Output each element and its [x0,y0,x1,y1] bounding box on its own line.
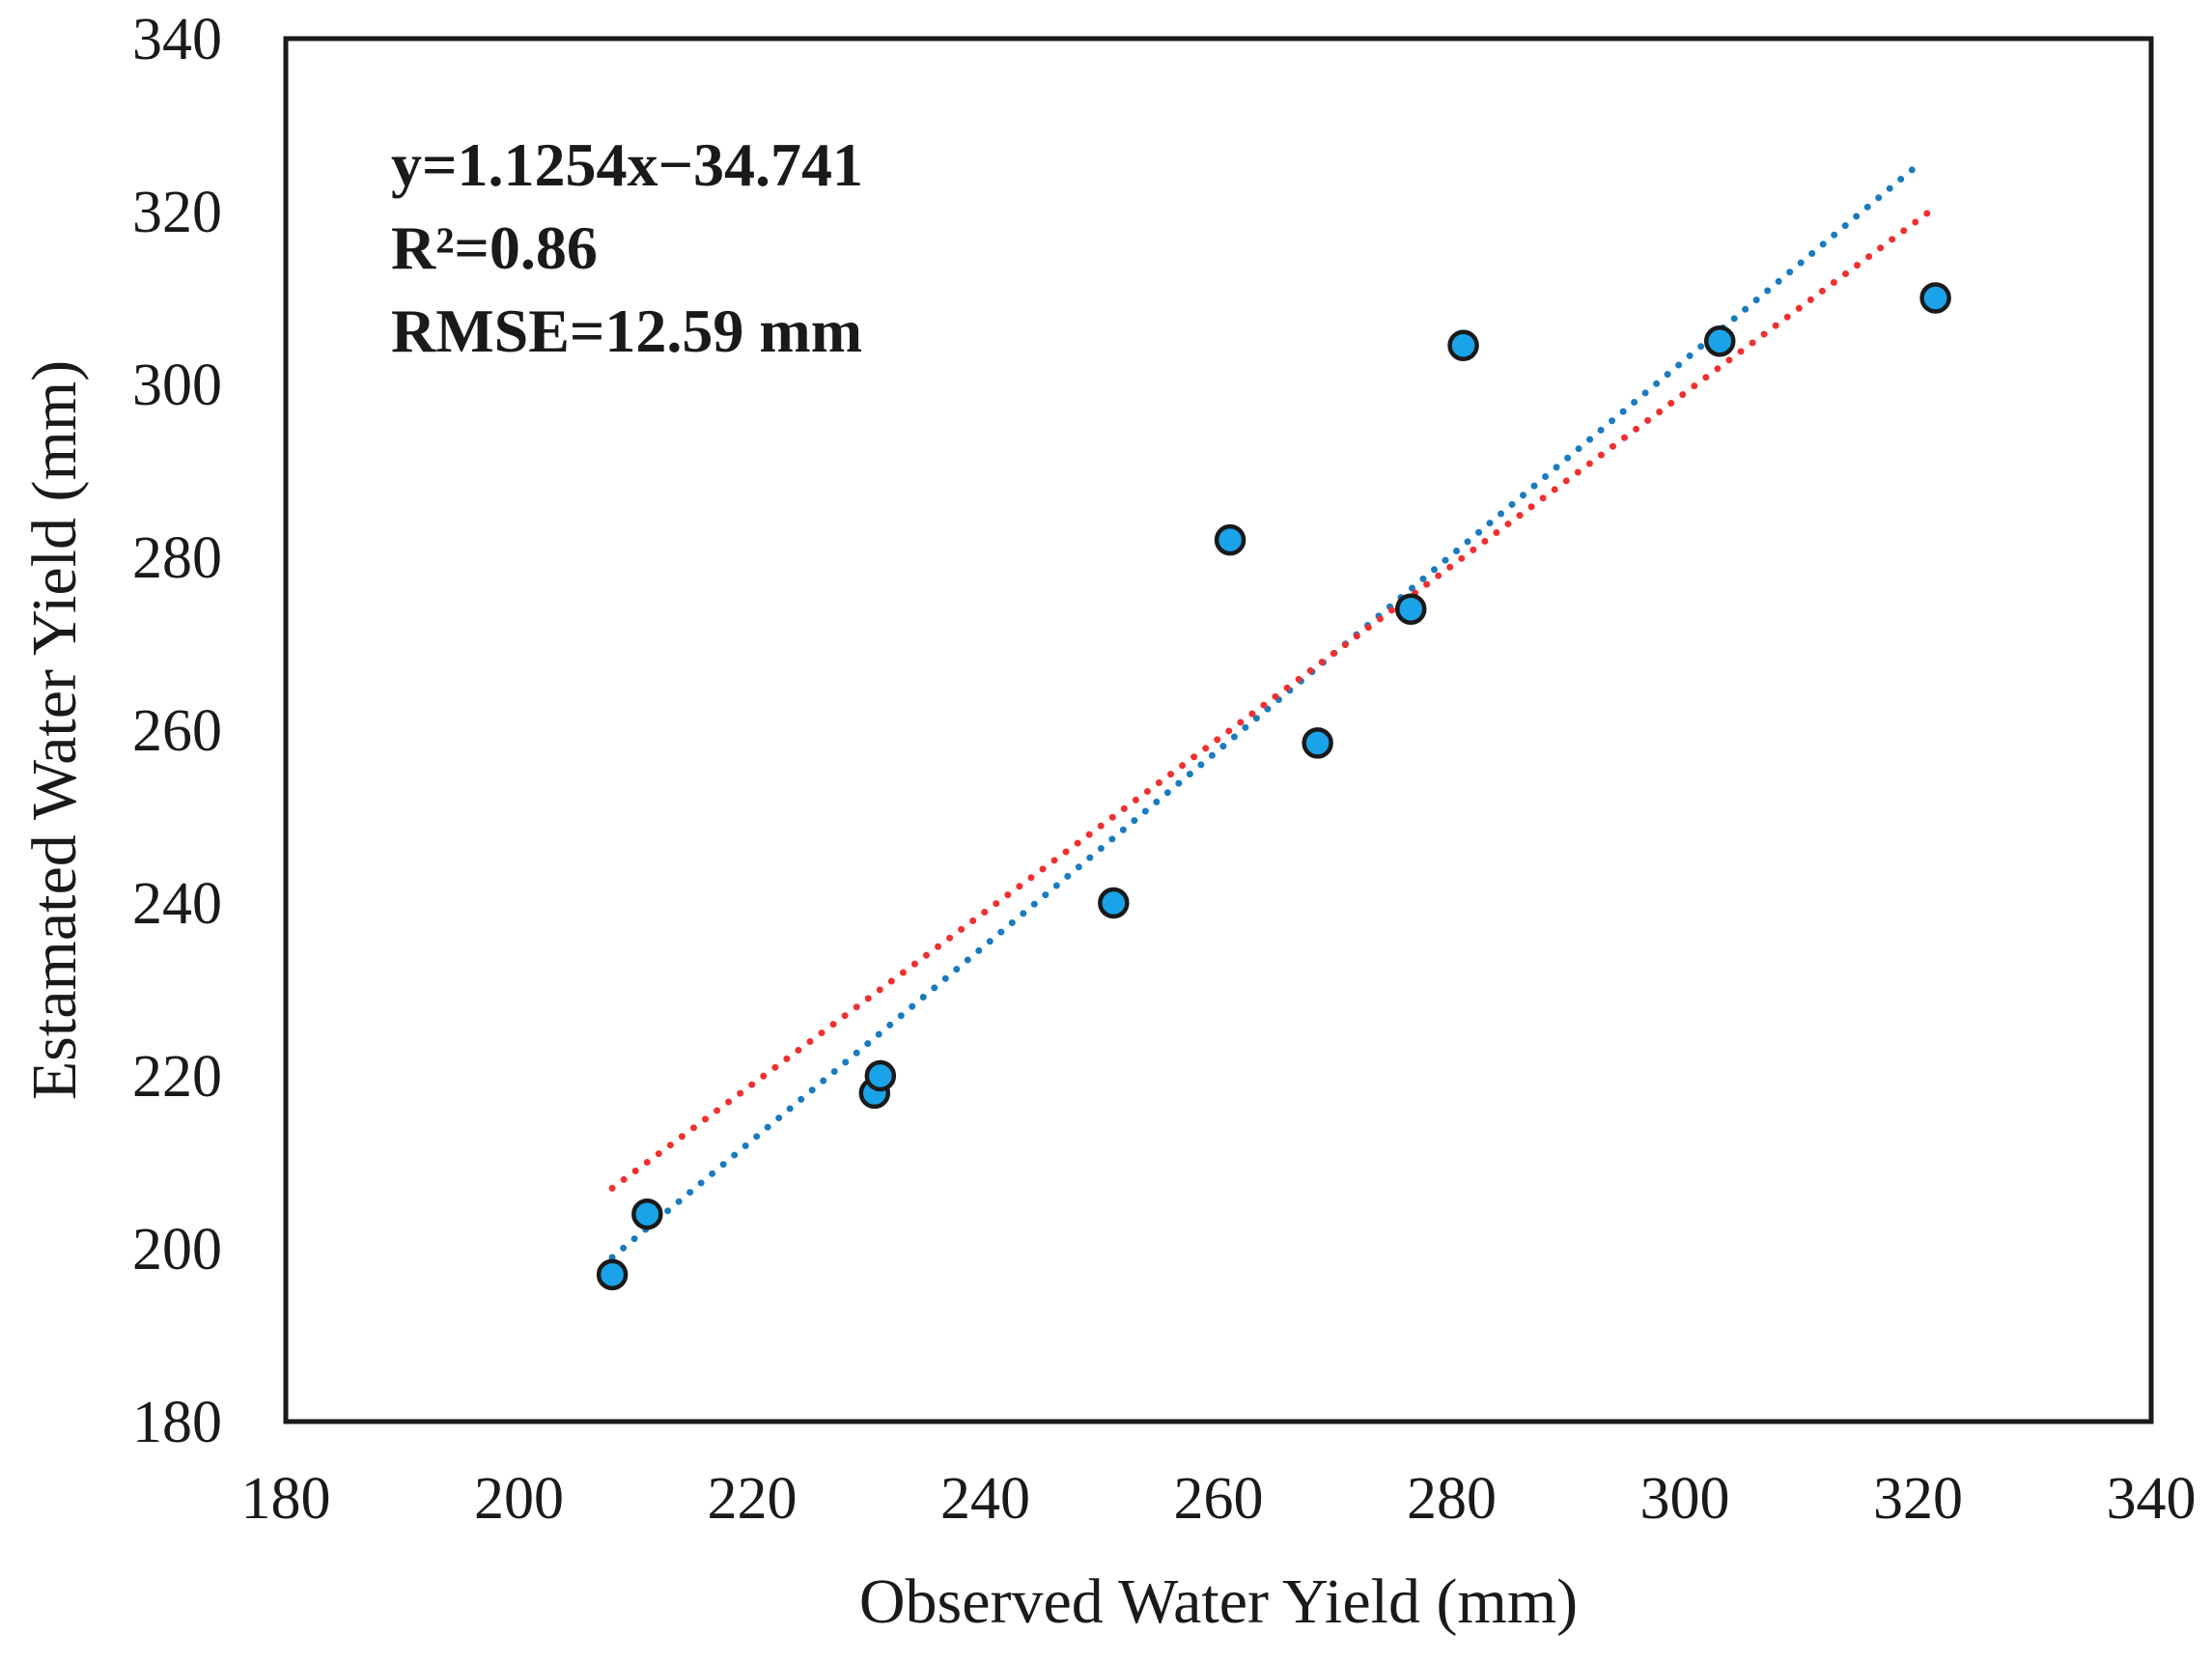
y-tick-label: 300 [132,352,222,418]
data-point [1703,325,1736,357]
x-tick-label: 240 [940,1466,1030,1532]
lines-layer [608,161,1934,1261]
plot-area [283,36,2154,1424]
y-tick-label: 180 [132,1390,222,1455]
y-tick-label: 240 [132,871,222,937]
x-tick-label: 220 [708,1466,798,1532]
data-point [1919,282,1951,314]
regression-line [608,161,1921,1261]
y-tick-label: 260 [132,698,222,764]
x-tick-labels: 180 200 220 240 260 280 300 320 340 [241,1466,2197,1532]
y-tick-label: 320 [132,180,222,245]
x-tick-label: 340 [2107,1466,2197,1532]
x-tick-label: 280 [1407,1466,1497,1532]
x-tick-label: 300 [1640,1466,1730,1532]
y-axis-title: Estamated Water Yield (mm) [19,360,90,1100]
y-tick-label: 280 [132,525,222,591]
x-tick-label: 180 [241,1466,331,1532]
data-point [596,1258,629,1291]
x-tick-label: 200 [474,1466,564,1532]
y-tick-label: 340 [132,7,222,72]
1-1-line [608,208,1934,1192]
x-axis-title: Observed Water Yield (mm) [859,1566,1578,1637]
y-tick-label: 200 [132,1217,222,1282]
x-tick-label: 260 [1174,1466,1264,1532]
x-tick-label: 320 [1873,1466,1963,1532]
r-squared-annotation: R²=0.86 [391,213,598,282]
y-tick-labels: 180 200 220 240 260 280 300 320 340 [132,7,222,1455]
points-layer [596,282,1951,1291]
rmse-annotation: RMSE=12.59 mm [391,296,862,365]
data-point [1394,593,1427,625]
data-point [1214,523,1246,556]
y-tick-label: 220 [132,1044,222,1110]
data-point [1302,727,1333,759]
data-point [631,1198,663,1230]
data-point [1447,329,1479,361]
data-point [864,1059,897,1092]
equation-annotation: y=1.1254x−34.741 [391,130,863,199]
data-point [1098,887,1130,919]
